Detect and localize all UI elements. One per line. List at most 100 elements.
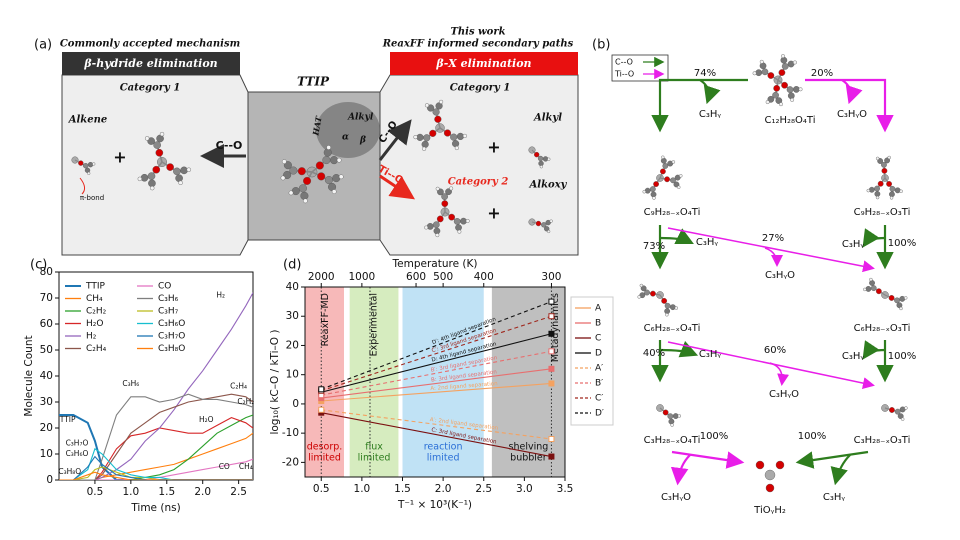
atom — [889, 196, 894, 200]
atom — [288, 190, 294, 196]
atom — [148, 179, 156, 188]
y-tick-label: 50 — [40, 344, 53, 356]
node-label: TiOᵧH₂ — [753, 505, 786, 516]
percent: 40% — [643, 348, 665, 359]
series-line — [321, 301, 552, 390]
plot-frame — [304, 286, 566, 478]
product: C₃HᵧO — [765, 270, 795, 281]
atom — [650, 191, 657, 198]
atom — [664, 308, 671, 315]
atom — [429, 129, 437, 137]
legend-label: B′ — [595, 379, 603, 389]
atom — [767, 95, 775, 103]
atom — [781, 63, 789, 70]
atom — [140, 173, 149, 182]
atom — [449, 186, 454, 191]
x-tick-label: 1.0 — [123, 486, 140, 498]
atom — [889, 407, 895, 413]
atom — [457, 229, 462, 234]
legend-label: C₃H₆ — [158, 294, 179, 304]
atom — [884, 157, 890, 164]
product: C₃HᵧO — [837, 109, 867, 120]
percent: 60% — [764, 345, 786, 356]
series-group — [59, 292, 253, 480]
atom — [779, 102, 783, 107]
node-label: C₆H₂₈₋ₓO₃Ti — [854, 323, 911, 334]
arrow — [667, 227, 875, 273]
atom — [875, 288, 882, 295]
y-label: Molecule Count — [23, 335, 35, 416]
chart: 0.5 1.0 1.5 2.0 2.5 0 10 20 30 40 50 60 70 80 Time (ns… — [23, 258, 254, 515]
series-line — [59, 414, 253, 480]
chart: desorp.limitedfluxlimitedreactionlimited… — [269, 258, 614, 511]
atom — [547, 157, 551, 161]
label: α — [342, 133, 349, 143]
percents: 74% 20% 73% 27% 100% 40% 60% 100% 100% 1… — [643, 68, 916, 442]
atom — [303, 176, 312, 185]
atom — [303, 198, 308, 204]
annotation: C₃H₈O — [58, 467, 81, 476]
y-tick-label: 20 — [286, 339, 299, 351]
atom — [889, 191, 895, 198]
atom — [792, 86, 800, 93]
atom — [424, 225, 429, 230]
atom — [434, 115, 442, 123]
legend-label: A — [595, 304, 602, 314]
atom — [298, 184, 307, 193]
atom — [863, 287, 867, 292]
atom — [653, 181, 659, 187]
atom — [435, 186, 440, 191]
percent: 100% — [888, 238, 917, 249]
annotation: TTIP — [59, 415, 76, 424]
legend-label: C′ — [595, 394, 603, 404]
atom — [549, 219, 553, 223]
y-tick-label: 60 — [40, 318, 53, 330]
atom — [82, 163, 89, 169]
legend-label: CO — [158, 282, 171, 292]
atom — [435, 233, 440, 238]
atom — [456, 132, 464, 141]
atom — [677, 414, 682, 418]
atom — [869, 280, 875, 286]
node-label: C₉H₂₈₋ₓO₃Ti — [854, 207, 911, 218]
atom — [315, 161, 324, 170]
category: Category 1 — [120, 83, 181, 94]
x-label: Time (ns) — [130, 502, 180, 514]
panel-label: (c) — [30, 258, 47, 273]
atom — [877, 180, 884, 187]
product: C₃Hᵧ — [699, 109, 722, 120]
atom — [639, 283, 644, 288]
x-tick-label: 2.0 — [435, 483, 452, 495]
x2-tick-label: 500 — [433, 271, 453, 283]
region-label: flux — [365, 442, 383, 453]
atom — [439, 99, 444, 104]
atom — [448, 213, 455, 221]
atom — [761, 68, 769, 76]
atom — [326, 145, 331, 150]
legend-label: C--O — [615, 58, 633, 67]
atom — [792, 60, 797, 65]
atom — [781, 54, 785, 59]
series-line — [59, 471, 253, 480]
atom — [669, 304, 676, 311]
atom — [786, 86, 794, 93]
atom — [436, 215, 444, 223]
percent: 100% — [888, 351, 917, 362]
atom — [673, 181, 680, 188]
y-tick-label: 40 — [40, 370, 53, 382]
atom — [899, 295, 906, 302]
series-line — [59, 455, 253, 480]
atom — [660, 168, 666, 175]
region-label: limited — [427, 453, 460, 464]
x-tick-label: 1.5 — [394, 483, 411, 495]
atom — [781, 81, 788, 89]
atom — [652, 196, 656, 200]
y-tick-label: 80 — [40, 266, 53, 278]
arrow — [659, 340, 699, 358]
atom — [178, 180, 183, 185]
end-marker — [548, 365, 555, 372]
atom — [281, 159, 287, 164]
y-tick-label: 0 — [46, 474, 53, 486]
end-marker — [318, 386, 325, 393]
alkyl-highlight — [316, 102, 380, 158]
